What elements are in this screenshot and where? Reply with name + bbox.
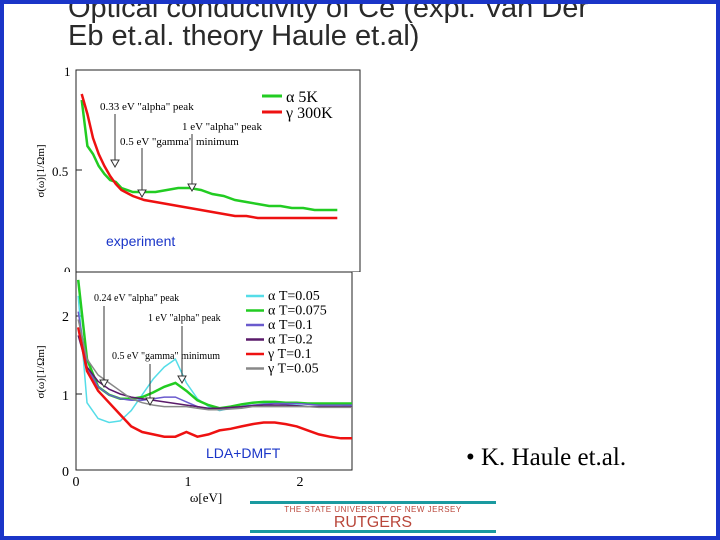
experiment-ytick-label-0-5: 0.5 [52,164,68,179]
experiment-series-group [80,93,338,220]
lda-xtick-label-0: 0 [73,475,80,490]
lda-plot-frame [75,271,353,471]
footer-bar-bottom [250,530,496,533]
lda-annotation-1ev: 1 eV "alpha" peak [148,313,221,324]
reference-text: • K. Haule et.al. [466,444,627,471]
lda-arrowhead-1 [99,379,109,389]
lda-xlabel: ω[eV] [190,490,222,504]
lda-dmft-chart-svg: 2 1 0 0 1 2 ω[eV] σ(ω)[1/Ωm] 0.24 eV "al… [35,271,353,505]
lda-series-4 [76,327,352,440]
lda-dmft-chart: 2 1 0 0 1 2 ω[eV] σ(ω)[1/Ωm] 0.24 eV "al… [32,271,364,505]
lda-xtick-label-1: 1 [185,475,192,490]
lda-xtick-label-2: 2 [297,475,304,490]
lda-ytick-label-2: 2 [62,310,69,325]
lda-series-group [76,279,353,440]
footer-name: RUTGERS [333,514,413,531]
footer-university: THE STATE UNIVERSITY OF NEW JERSEY [284,505,462,514]
experiment-ylabel: σ(ω)[1/Ωm] [35,144,47,197]
experiment-chart-svg: 1 0.5 0 σ(ω)[1/Ωm] 0.33 eV "alpha" peak … [35,64,361,279]
experiment-chart: 1 0.5 0 σ(ω)[1/Ωm] 0.33 eV "alpha" peak … [32,64,364,279]
experiment-ytick-label-1: 1 [64,66,71,79]
lda-legend-label-2: α T=0.1 [268,318,313,333]
footer-logo: THE STATE UNIVERSITY OF NEW JERSEY RUTGE… [250,501,496,533]
title-line-2: Eb et.al. theory Haule et.al) [68,20,420,52]
experiment-arrowhead-2 [187,183,197,193]
lda-legend-label-0: α T=0.05 [268,289,320,304]
lda-legend-label-1: α T=0.075 [268,304,327,319]
lda-arrowhead-2 [177,375,187,385]
lda-legend-label-3: α T=0.2 [268,333,313,348]
lda-annotation-gamma: 0.5 eV "gamma" minimum [112,351,220,362]
experiment-arrowhead-1 [110,159,120,169]
experiment-arrowhead-3 [137,189,147,199]
lda-ytick-label-1: 1 [62,389,69,404]
footer-bar-top [250,501,496,504]
title-line-1: Optical conductivity of Ce (expt. Van De… [68,4,589,24]
experiment-annotation-033: 0.33 eV "alpha" peak [100,101,194,113]
experiment-series-0 [80,99,338,212]
lda-annotation-024: 0.24 eV "alpha" peak [94,293,179,304]
slide-title: Optical conductivity of Ce (expt. Van De… [68,4,708,52]
experiment-annotation-1ev: 1 eV "alpha" peak [182,121,262,133]
lda-ylabel: σ(ω)[1/Ωm] [35,345,47,398]
experiment-panel-label: experiment [106,233,175,249]
legend-label-gamma-300k: γ 300K [285,105,333,122]
experiment-ytick-label-0: 0 [64,264,71,272]
lda-panel-label: LDA+DMFT [206,445,281,461]
lda-series-5 [77,319,352,411]
slide: Optical conductivity of Ce (expt. Van De… [4,4,716,536]
lda-arrowhead-3 [145,397,155,407]
lda-legend-label-4: γ T=0.1 [267,347,312,362]
experiment-series-1 [80,93,338,220]
legend-label-alpha-5k: α 5K [286,89,318,106]
lda-ytick-label-0: 0 [62,465,69,480]
experiment-annotation-gamma: 0.5 eV "gamma" minimum [120,136,239,148]
lda-legend-label-5: γ T=0.05 [267,362,319,377]
